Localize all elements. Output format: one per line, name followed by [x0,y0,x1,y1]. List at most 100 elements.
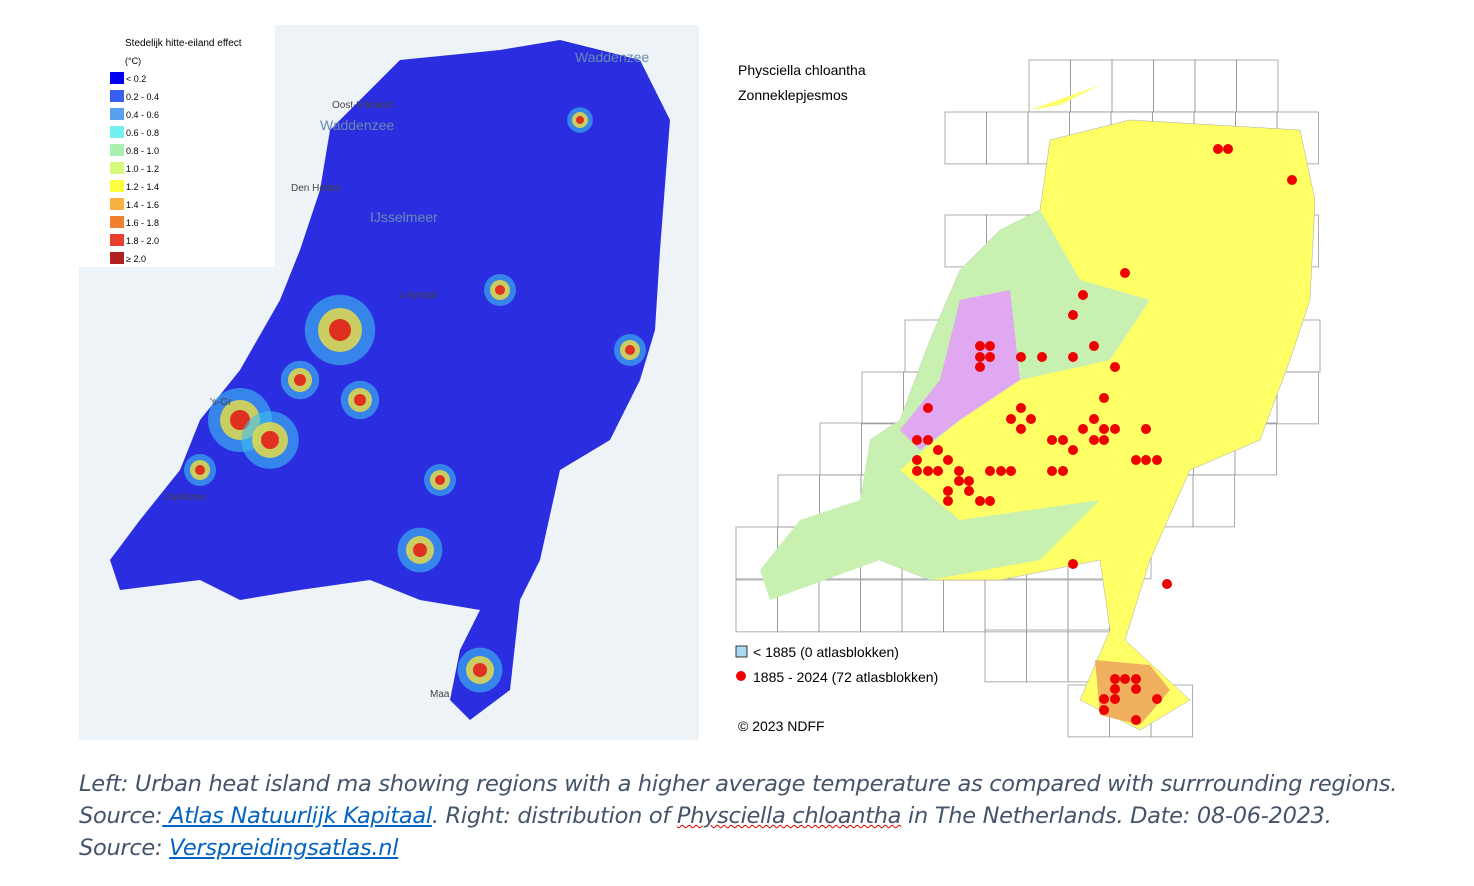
grid-cell [986,111,1029,165]
record-dot [1068,310,1078,320]
place-labels: Waddenzee Oost-Vlieland Waddenzee Den Helde… [165,49,649,700]
grid-cell [1153,59,1196,113]
record-dot [975,496,985,506]
heat-spot [329,319,351,341]
legend-swatch [735,645,748,658]
heat-spot [473,663,487,677]
legend-label: 0.6 - 0.8 [126,128,159,138]
legend-entry: < 1885 (0 atlasblokken) [753,644,899,660]
record-dot [1110,674,1120,684]
record-dot [1110,684,1120,694]
grid-cell [1067,579,1110,633]
record-dot [1037,352,1047,362]
caption-text: . Right: distribution of [431,803,677,829]
record-dot [1089,435,1099,445]
grid-cell [1194,59,1237,113]
grid-cell [984,579,1027,633]
caption: Left: Urban heat island ma showing regio… [79,768,1409,864]
grid-cell [1026,579,1069,633]
legend-swatch [110,90,124,102]
record-dot [1131,455,1141,465]
grid-cell [1192,474,1235,528]
grid-cell [1276,371,1319,425]
legend-unit: (°C) [125,56,141,66]
record-dot [1120,674,1130,684]
species-name: Physciella chloantha [676,803,902,829]
record-dot [1223,144,1233,154]
legend-swatch [110,126,124,138]
link[interactable]: Verspreidingsatlas.nl [169,835,399,861]
record-dot [1099,393,1109,403]
place-label: Waddenzee [575,49,649,65]
legend-box [79,25,275,267]
record-dot [1099,424,1109,434]
record-dot [975,352,985,362]
grid-cell [984,629,1027,683]
record-dot [964,486,974,496]
record-dot [964,476,974,486]
heat-spot [495,285,505,295]
place-label: Maa [430,689,450,700]
place-label: 's-Gr [210,397,232,408]
record-dot [1058,435,1068,445]
heat-spot [625,345,635,355]
record-dot [985,466,995,476]
record-dot [1078,290,1088,300]
place-label: Zierikzee [165,492,206,503]
record-dot [1006,414,1016,424]
record-dot [1047,435,1057,445]
record-dot [1016,424,1026,434]
link[interactable]: Atlas Natuurlijk Kapitaal [162,803,432,829]
legend-label: 1.8 - 2.0 [126,236,159,246]
record-dot [1131,674,1141,684]
legend-swatch [110,216,124,228]
legend-label: 1.2 - 1.4 [126,182,159,192]
record-dot [1110,362,1120,372]
record-dot [1099,705,1109,715]
place-label: Lelystad [400,290,437,301]
grid-cell [861,371,904,425]
record-dot [912,466,922,476]
species-title: Physciella chloantha [738,62,866,78]
legend-label: 0.2 - 0.4 [126,92,159,102]
hot-spots [184,107,646,693]
record-dot [1141,455,1151,465]
record-dot [1213,144,1223,154]
legend-swatch [110,144,124,156]
record-dot [943,455,953,465]
record-dot [1068,352,1078,362]
record-dot [1287,175,1297,185]
legend-entry: 1885 - 2024 (72 atlasblokken) [753,669,938,685]
heat-spot [294,374,306,386]
place-label: IJsselmeer [370,209,438,225]
record-dot [1099,435,1109,445]
record-dot [1152,694,1162,704]
record-dot [1131,715,1141,725]
heat-spot [413,543,427,557]
record-dot [975,362,985,372]
record-dot [1152,455,1162,465]
record-dot [943,496,953,506]
record-dot [923,403,933,413]
record-dot [1058,466,1068,476]
grid-cell [860,579,903,633]
grid-cell [901,579,944,633]
grid-cell [944,111,987,165]
legend-swatch [110,72,124,84]
record-dot [1047,466,1057,476]
copyright: © 2023 NDFF [738,718,825,734]
record-dot [1120,268,1130,278]
record-dot [1162,579,1172,589]
record-dot [923,466,933,476]
grid-cell [1111,59,1154,113]
record-dot [933,466,943,476]
record-dot [1110,694,1120,704]
record-dot [1016,352,1026,362]
grid-cell [819,422,862,476]
heat-spot [576,116,584,124]
record-dot [985,341,995,351]
record-dot [954,466,964,476]
legend-label: 1.6 - 1.8 [126,218,159,228]
record-dot [996,466,1006,476]
record-dot [912,455,922,465]
